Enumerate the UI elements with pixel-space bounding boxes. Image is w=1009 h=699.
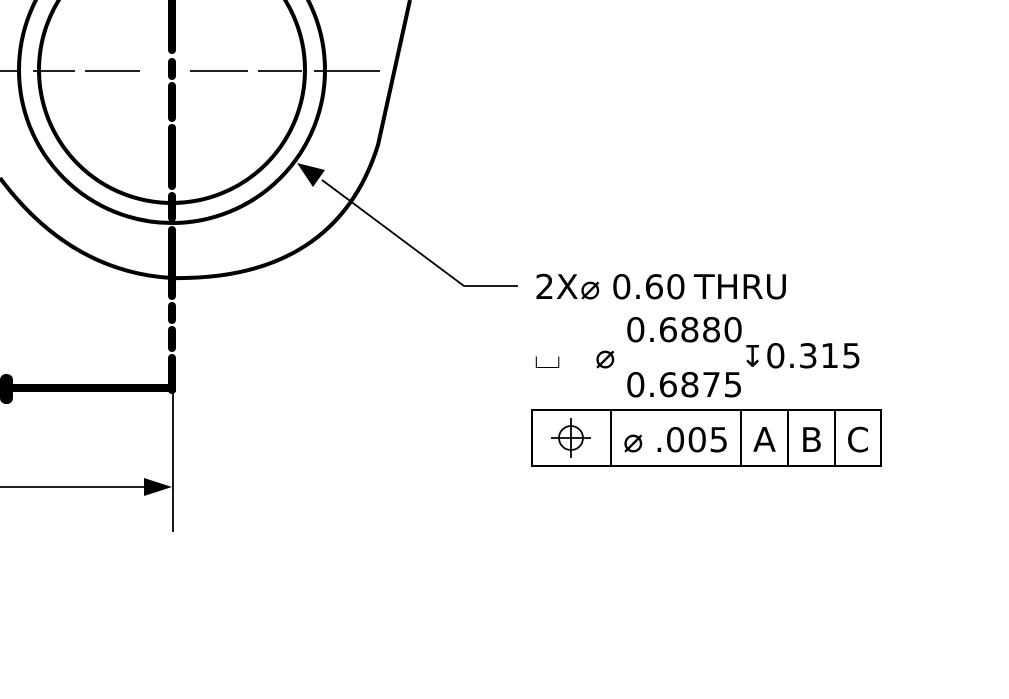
- hole-quantity: 2X: [534, 268, 579, 308]
- depth-symbol-icon: ↧: [740, 340, 765, 375]
- fcf-border: [531, 409, 882, 467]
- counterbore-circle: [17, 0, 327, 225]
- position-symbol-icon: [551, 418, 591, 458]
- fcf-datum-a: A: [753, 421, 776, 461]
- cbore-diameter-upper: 0.6880: [625, 311, 744, 351]
- hole-type: THRU: [693, 268, 789, 308]
- cbore-depth: 0.315: [765, 337, 862, 377]
- counterbore-symbol-icon: ⌴: [534, 337, 561, 377]
- part-boss-outline: [0, 0, 412, 281]
- diameter-symbol-icon: ⌀: [580, 268, 600, 308]
- hole-diameter: 0.60: [611, 268, 687, 308]
- cbore-diameter-symbol-icon: ⌀: [595, 337, 615, 377]
- cbore-diameter-lower: 0.6875: [625, 366, 744, 406]
- section-line-end-cap: [0, 374, 13, 404]
- part-geometry: [0, 0, 412, 281]
- fcf-tolerance: .005: [654, 421, 730, 461]
- hole-callout: 2X ⌀ 0.60 THRU ⌴ ⌀ 0.6880 0.6875 ↧ 0.315: [534, 268, 862, 406]
- leader-line: [321, 179, 518, 287]
- feature-control-frame: ⌀ .005 A B C: [531, 409, 882, 467]
- leader-arrowhead: [297, 163, 325, 187]
- dimension-arrowhead: [144, 478, 172, 496]
- fcf-datum-c: C: [846, 421, 870, 461]
- fcf-diameter-symbol-icon: ⌀: [623, 421, 643, 461]
- fcf-datum-b: B: [800, 421, 823, 461]
